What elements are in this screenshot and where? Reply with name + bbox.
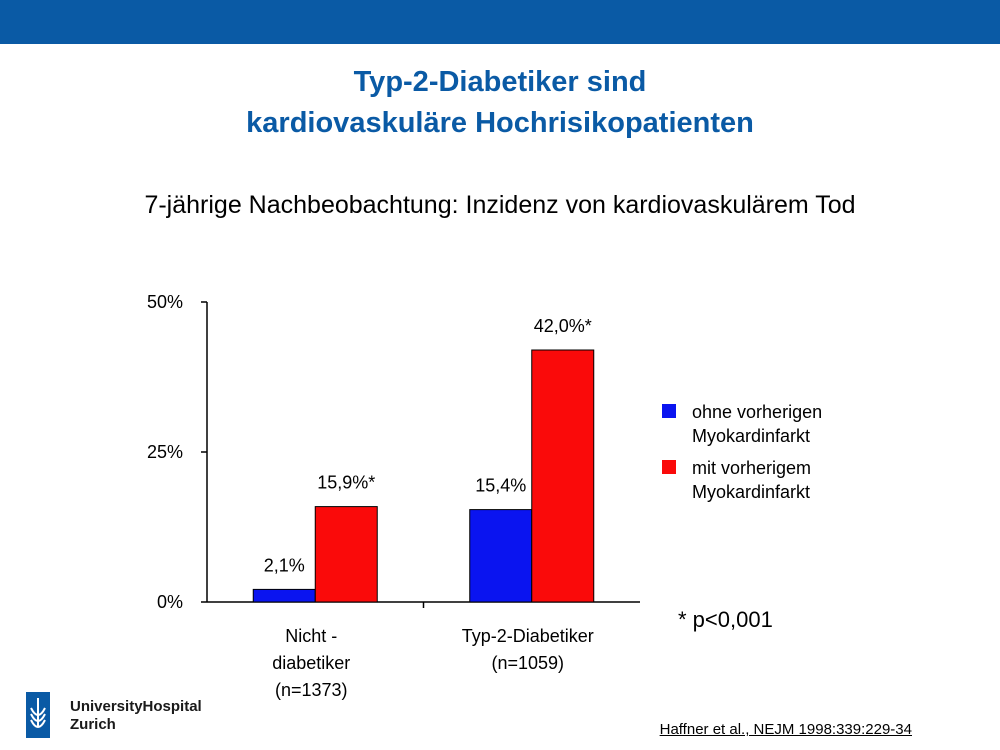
legend-label-ohne-line2: Myokardinfarkt — [692, 426, 811, 446]
title-line-2: kardiovaskuläre Hochrisikopatienten — [246, 107, 754, 139]
bar-data-label: 42,0%* — [534, 316, 592, 336]
legend-item-mit: mit vorherigem Myokardinfarkt — [662, 456, 922, 504]
bar — [469, 509, 533, 603]
x-tick-label: Typ-2-Diabetiker — [462, 626, 594, 646]
x-tick-label: (n=1373) — [275, 680, 348, 700]
bar — [314, 506, 378, 603]
x-tick-label: (n=1059) — [491, 653, 564, 673]
citation: Haffner et al., NEJM 1998:339:229-34 — [659, 721, 912, 738]
bar-data-label: 15,9%* — [317, 473, 375, 493]
logo-line-2: Zurich — [70, 716, 116, 733]
university-hospital-logo: UniversityHospital Zurich — [26, 692, 226, 742]
legend-label-mit-line1: mit vorherigem — [692, 458, 812, 478]
y-tick-label: 50% — [147, 292, 183, 312]
y-tick-label: 25% — [147, 442, 183, 462]
legend-label-mit-line2: Myokardinfarkt — [692, 482, 811, 502]
bar — [252, 588, 316, 603]
slide-title: Typ-2-Diabetiker sind kardiovaskuläre Ho… — [0, 62, 1000, 144]
bar — [531, 349, 595, 603]
bar-data-label: 2,1% — [264, 555, 305, 575]
logo-text: UniversityHospital Zurich — [70, 698, 202, 734]
header-bar — [0, 0, 1000, 44]
usz-logo-icon — [26, 692, 50, 738]
x-tick-label: diabetiker — [272, 653, 350, 673]
legend-item-ohne: ohne vorherigen Myokardinfarkt — [662, 400, 922, 448]
significance-footnote: * p<0,001 — [678, 607, 773, 632]
legend-swatch-red — [662, 460, 676, 474]
legend-label-ohne-line1: ohne vorherigen — [692, 402, 823, 422]
logo-line-1: UniversityHospital — [70, 698, 202, 715]
title-line-1: Typ-2-Diabetiker sind — [353, 66, 647, 98]
bar-data-label: 15,4% — [475, 476, 526, 496]
slide-subtitle: 7-jährige Nachbeobachtung: Inzidenz von … — [144, 191, 856, 219]
y-tick-label: 0% — [157, 592, 183, 612]
legend-swatch-blue — [662, 404, 676, 418]
x-tick-label: Nicht - — [285, 626, 337, 646]
chart-legend: ohne vorherigen Myokardinfarkt mit vorhe… — [662, 400, 922, 504]
